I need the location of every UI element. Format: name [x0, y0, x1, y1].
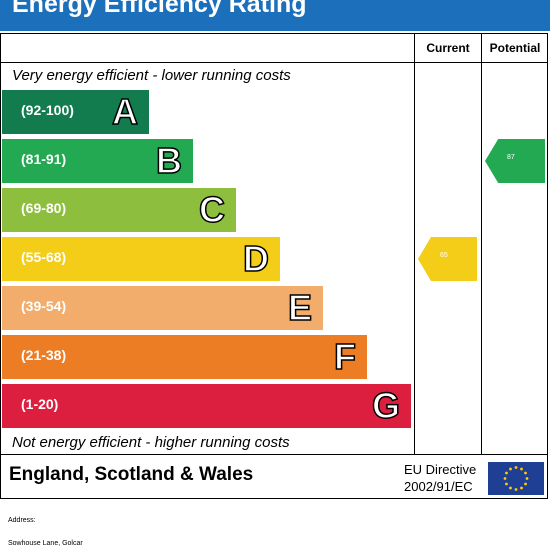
- address-value: Sowhouse Lane, Golcar: [8, 540, 83, 547]
- region-label: England, Scotland & Wales: [9, 464, 254, 485]
- rating-band-f: (21-38) F: [2, 335, 367, 379]
- rating-band-e: (39-54) E: [2, 286, 323, 330]
- rating-band-c: (69-80) C: [2, 188, 236, 232]
- potential-column-header: Potential: [489, 41, 541, 55]
- rating-band-b: (81-91) B: [2, 139, 193, 183]
- rating-band-g: (1-20) G: [2, 384, 411, 428]
- band-letter: C: [198, 189, 226, 231]
- eu-star-icon: [505, 482, 508, 486]
- eu-star-icon: [525, 477, 529, 480]
- address-label: Address:: [8, 517, 36, 524]
- eu-star-icon: [509, 467, 512, 471]
- eu-flag-icon: [488, 462, 544, 495]
- band-range-label: (21-38): [21, 347, 67, 363]
- eu-star-icon: [524, 471, 527, 475]
- band-letter: E: [287, 287, 313, 329]
- eu-star-icon: [514, 466, 518, 469]
- footer-row-divider: [0, 454, 548, 455]
- current-rating-value: 65: [440, 252, 448, 259]
- potential-rating-value: 87: [507, 154, 515, 161]
- header-row-divider: [0, 62, 548, 63]
- rating-band-a: (92-100) A: [2, 90, 149, 134]
- eu-star-icon: [520, 486, 523, 490]
- eu-directive-label: EU Directive: [404, 462, 477, 477]
- band-letter: F: [333, 336, 357, 378]
- top-caption: Very energy efficient - lower running co…: [12, 67, 291, 84]
- rating-frame: [0, 33, 548, 499]
- band-letter: G: [371, 385, 401, 427]
- page-title: Energy Efficiency Rating: [12, 0, 307, 18]
- eu-star-icon: [520, 467, 523, 471]
- eu-star-icon: [509, 486, 512, 490]
- bottom-caption: Not energy efficient - higher running co…: [12, 434, 290, 451]
- band-letter: D: [242, 238, 270, 280]
- band-range-label: (55-68): [21, 249, 67, 265]
- header-bar: Energy Efficiency Rating: [0, 0, 550, 31]
- current-column-divider: [414, 33, 415, 454]
- eu-star-icon: [514, 488, 518, 491]
- band-letter: B: [155, 140, 183, 182]
- band-range-label: (1-20): [21, 396, 59, 412]
- band-range-label: (92-100): [21, 102, 74, 118]
- rating-band-d: (55-68) D: [2, 237, 280, 281]
- current-rating-arrow: 65: [418, 237, 477, 281]
- eu-directive-number: 2002/91/EC: [404, 479, 473, 494]
- eu-star-icon: [505, 471, 508, 475]
- eu-star-icon: [524, 482, 527, 486]
- band-range-label: (81-91): [21, 151, 67, 167]
- potential-rating-arrow: 87: [485, 139, 545, 183]
- current-column-header: Current: [426, 41, 470, 55]
- band-letter: A: [111, 91, 139, 133]
- band-range-label: (69-80): [21, 200, 67, 216]
- potential-column-divider: [481, 33, 482, 454]
- band-range-label: (39-54): [21, 298, 67, 314]
- eu-star-icon: [503, 477, 507, 480]
